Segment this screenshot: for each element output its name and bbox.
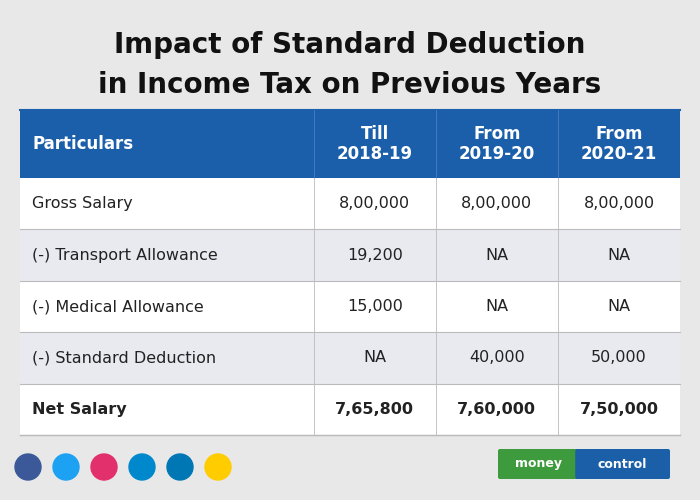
Text: NA: NA	[485, 248, 508, 262]
Bar	[20, 281, 680, 332]
Text: NA: NA	[363, 350, 386, 366]
Text: From
2020-21: From 2020-21	[581, 124, 657, 164]
Text: 15,000: 15,000	[346, 299, 402, 314]
Text: 8,00,000: 8,00,000	[340, 196, 410, 211]
FancyBboxPatch shape	[498, 449, 580, 479]
Circle shape	[167, 454, 193, 480]
Text: 8,00,000: 8,00,000	[583, 196, 655, 211]
Circle shape	[15, 454, 41, 480]
Circle shape	[53, 454, 79, 480]
Bar	[20, 110, 680, 178]
Text: Till
2018-19: Till 2018-19	[337, 124, 413, 164]
Text: NA: NA	[608, 299, 631, 314]
Text: Net Salary: Net Salary	[32, 402, 127, 417]
Text: (-) Standard Deduction: (-) Standard Deduction	[32, 350, 216, 366]
Text: 19,200: 19,200	[346, 248, 402, 262]
Circle shape	[91, 454, 117, 480]
Text: (-) Medical Allowance: (-) Medical Allowance	[32, 299, 204, 314]
Text: (-) Transport Allowance: (-) Transport Allowance	[32, 248, 218, 262]
Text: 8,00,000: 8,00,000	[461, 196, 533, 211]
Bar	[20, 332, 680, 384]
Text: Gross Salary: Gross Salary	[32, 196, 133, 211]
Text: NA: NA	[485, 299, 508, 314]
Circle shape	[205, 454, 231, 480]
Text: money: money	[515, 458, 562, 470]
Text: From
2019-20: From 2019-20	[458, 124, 535, 164]
Text: 50,000: 50,000	[591, 350, 647, 366]
Text: Impact of Standard Deduction: Impact of Standard Deduction	[114, 31, 586, 59]
Text: in Income Tax on Previous Years: in Income Tax on Previous Years	[99, 71, 601, 99]
FancyBboxPatch shape	[575, 449, 670, 479]
Text: 40,000: 40,000	[469, 350, 525, 366]
Text: NA: NA	[608, 248, 631, 262]
Bar	[20, 178, 680, 230]
Text: Particulars: Particulars	[32, 135, 133, 153]
Bar	[20, 384, 680, 435]
Text: 7,65,800: 7,65,800	[335, 402, 414, 417]
Text: control: control	[598, 458, 648, 470]
Circle shape	[129, 454, 155, 480]
Text: 7,60,000: 7,60,000	[457, 402, 536, 417]
Bar	[20, 230, 680, 281]
Text: 7,50,000: 7,50,000	[580, 402, 659, 417]
